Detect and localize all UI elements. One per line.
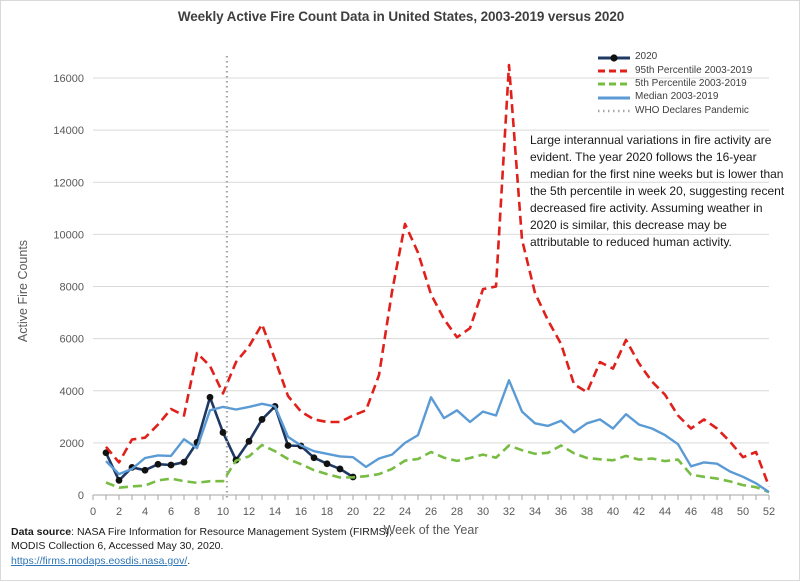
y-tick-label: 16000 [53, 73, 84, 85]
x-tick-label: 32 [503, 506, 515, 518]
series-line [105, 63, 771, 487]
series-marker [141, 466, 149, 474]
series-marker [258, 416, 266, 423]
legend-item[interactable]: 2020 [597, 50, 797, 63]
x-tick-label: 34 [529, 506, 541, 518]
x-tick-label: 18 [321, 506, 333, 518]
y-tick-label: 6000 [60, 334, 84, 346]
x-tick-label: 22 [373, 506, 385, 518]
data-source-footer: Data source: NASA Fire Information for R… [11, 525, 441, 568]
x-tick-label: 40 [607, 506, 619, 518]
legend-label: 2020 [635, 51, 658, 63]
x-tick-label: 46 [685, 506, 697, 518]
x-tick-label: 36 [555, 506, 567, 518]
legend-item[interactable]: Median 2003-2019 [597, 90, 797, 103]
series-marker [284, 442, 292, 449]
x-axis-title: Week of the Year [384, 523, 479, 537]
legend-swatch-icon [597, 91, 631, 103]
series-marker [310, 454, 318, 462]
data-source-text: : NASA Fire Information for Resource Man… [71, 526, 393, 538]
legend-label: Median 2003-2019 [635, 91, 719, 103]
legend-swatch-icon [597, 51, 631, 63]
x-tick-label: 14 [269, 506, 281, 518]
legend-label: WHO Declares Pandemic [635, 104, 749, 116]
series-line [105, 379, 770, 494]
x-tick-label: 4 [142, 506, 148, 518]
series-marker [219, 429, 227, 436]
series-marker [206, 393, 214, 401]
legend-item[interactable]: WHO Declares Pandemic [597, 104, 797, 117]
page-title: Weekly Active Fire Count Data in United … [177, 9, 625, 24]
legend-swatch-icon [597, 104, 631, 116]
series-marker [245, 437, 253, 445]
y-tick-label: 4000 [60, 386, 84, 398]
y-tick-label: 10000 [53, 229, 84, 241]
x-tick-label: 26 [425, 506, 437, 518]
series-marker [336, 465, 344, 473]
x-tick-label: 52 [763, 506, 775, 518]
series-marker [323, 460, 331, 468]
y-tick-label: 0 [78, 490, 84, 502]
data-source-link[interactable]: https://firms.modaps.eosdis.nasa.gov/ [11, 554, 188, 567]
x-axis-tick-labels: 0 2 4 6 8 10 12 14 16 18 20 22 24 26 28 30 32 34 36 38 40 42 4… [90, 506, 775, 518]
x-tick-label: 42 [633, 506, 645, 518]
series-marker [102, 449, 110, 457]
legend-item[interactable]: 5th Percentile 2003-2019 [597, 77, 797, 90]
y-tick-label: 14000 [53, 125, 84, 137]
y-tick-label: 8000 [60, 282, 84, 294]
data-source-line2: MODIS Collection 6, Accessed May 30, 202… [11, 540, 224, 553]
x-tick-label: 20 [347, 506, 359, 518]
series-marker [154, 460, 162, 468]
series-line [105, 443, 770, 494]
data-series-layer [102, 63, 771, 494]
legend-swatch-icon [597, 64, 631, 76]
x-tick-label: 8 [194, 506, 200, 518]
x-tick-label: 50 [737, 506, 749, 518]
series-marker [115, 477, 123, 484]
data-source-label: Data source [11, 526, 72, 538]
x-axis [92, 494, 770, 500]
x-tick-label: 44 [659, 506, 671, 518]
series-marker [167, 461, 175, 469]
legend-label: 95th Percentile 2003-2019 [635, 64, 753, 76]
y-tick-label: 12000 [53, 177, 84, 189]
x-tick-label: 24 [399, 506, 411, 518]
legend-label: 5th Percentile 2003-2019 [635, 77, 747, 89]
x-tick-label: 38 [581, 506, 593, 518]
x-tick-label: 48 [711, 506, 723, 518]
y-axis-title: Active Fire Counts [16, 240, 30, 342]
chart-legend: 2020 95th Percentile 2003-2019 5th Percent… [597, 50, 797, 117]
x-tick-label: 10 [217, 506, 229, 518]
y-axis-tick-labels: 0 2000 4000 6000 8000 10000 12000 14000 16000 [53, 73, 84, 502]
x-tick-label: 2 [116, 506, 122, 518]
chart-annotation: Large interannual variations in fire act… [530, 133, 785, 250]
data-source-link-suffix: . [187, 554, 191, 567]
x-tick-label: 16 [295, 506, 307, 518]
y-tick-label: 2000 [60, 438, 84, 450]
series-marker [180, 458, 188, 466]
x-tick-label: 6 [168, 506, 174, 518]
x-tick-label: 30 [477, 506, 489, 518]
legend-item[interactable]: 95th Percentile 2003-2019 [597, 63, 797, 76]
legend-swatch-icon [597, 77, 631, 89]
x-tick-label: 0 [90, 506, 96, 518]
x-tick-label: 28 [451, 506, 463, 518]
x-tick-label: 12 [243, 506, 255, 518]
